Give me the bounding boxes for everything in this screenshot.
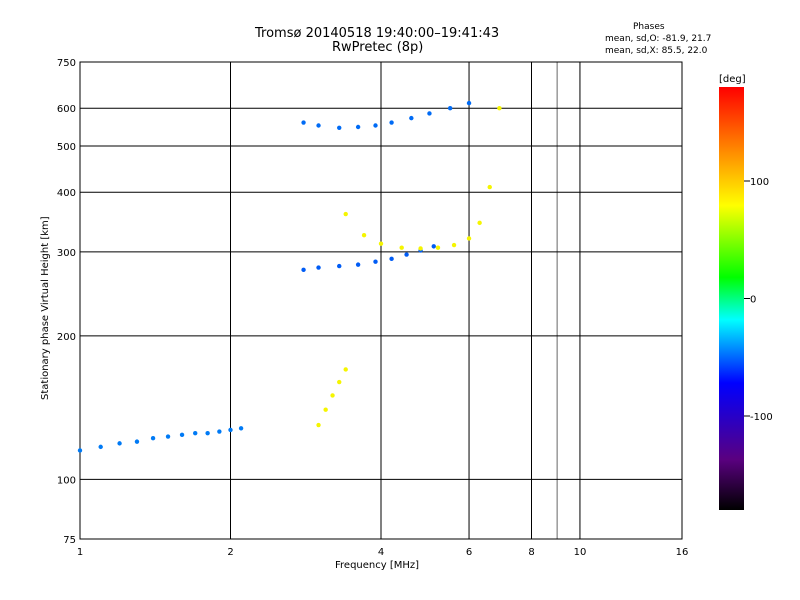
y-tick-label: 100: [57, 475, 76, 486]
data-point: [323, 407, 328, 412]
data-point: [343, 367, 348, 372]
colorbar-tick-label: 0: [750, 295, 756, 306]
y-axis-label: Stationary phase Virtual Height [km]: [40, 216, 51, 400]
data-point: [330, 393, 335, 398]
data-point: [179, 432, 185, 438]
x-tick-label: 10: [574, 547, 587, 558]
data-point: [355, 124, 361, 130]
colorbar-tick-label: -100: [750, 412, 773, 423]
data-point: [427, 111, 432, 116]
data-point: [205, 430, 210, 436]
phase-stats-title: Phases: [633, 22, 665, 32]
data-point: [477, 220, 482, 226]
data-point: [316, 123, 321, 128]
data-point: [497, 106, 502, 111]
data-point: [150, 436, 156, 441]
data-point: [301, 267, 306, 273]
data-point: [193, 430, 198, 436]
y-tick-label: 400: [57, 188, 76, 199]
data-point: [373, 123, 378, 128]
data-point: [466, 100, 472, 106]
chart-subtitle: RwPretec (8p): [332, 40, 424, 55]
data-point: [316, 265, 321, 270]
x-axis-label: Frequency [MHz]: [335, 560, 419, 571]
x-tick-label: 2: [227, 547, 233, 558]
colorbar-ticks: 100 0 -100: [744, 177, 773, 423]
data-point: [217, 429, 222, 434]
data-point: [117, 441, 122, 446]
x-tick-label: 8: [528, 547, 534, 558]
data-point: [355, 262, 361, 267]
y-tick-labels: 75 100 200 300 400 500 600 750: [57, 58, 76, 546]
x-tick-label: 4: [378, 547, 384, 558]
colorbar: [719, 87, 744, 510]
y-tick-label: 750: [57, 58, 76, 69]
x-tick-labels: 1 2 4 6 8 10 16: [77, 547, 689, 558]
data-point: [337, 125, 342, 130]
data-point: [228, 427, 233, 433]
data-point: [373, 259, 378, 264]
data-point: [337, 379, 342, 385]
y-tick-label: 500: [57, 142, 76, 153]
data-point: [451, 242, 457, 248]
data-point: [165, 434, 171, 439]
phase-stats-o: mean, sd,O: -81.9, 21.7: [605, 34, 712, 44]
data-points: [77, 100, 502, 453]
x-tick-label: 6: [466, 547, 472, 558]
data-point: [337, 263, 342, 269]
data-point: [409, 115, 414, 121]
data-point: [418, 246, 423, 251]
data-point: [378, 241, 384, 246]
data-point: [435, 245, 441, 250]
phase-stats-x: mean, sd,X: 85.5, 22.0: [605, 46, 708, 56]
colorbar-tick-label: 100: [750, 177, 769, 188]
data-point: [343, 211, 348, 217]
data-point: [487, 184, 492, 190]
data-point: [389, 256, 394, 262]
data-point: [361, 233, 367, 238]
data-point: [316, 422, 321, 428]
y-tick-label: 600: [57, 104, 76, 115]
y-tick-label: 200: [57, 332, 76, 343]
data-point: [134, 439, 140, 444]
data-point: [404, 252, 409, 257]
data-point: [238, 426, 244, 431]
colorbar-label: [deg]: [719, 74, 746, 85]
data-point: [98, 444, 103, 450]
chart-title: Tromsø 20140518 19:40:00–19:41:43: [255, 26, 500, 41]
y-tick-label: 75: [63, 535, 76, 546]
y-tick-label: 300: [57, 248, 76, 259]
data-point: [431, 244, 436, 249]
data-point: [77, 448, 83, 453]
x-tick-label: 16: [676, 547, 689, 558]
data-point: [399, 245, 404, 250]
data-point: [447, 106, 453, 111]
data-point: [301, 120, 306, 125]
data-point: [466, 236, 472, 241]
x-tick-label: 1: [77, 547, 83, 558]
data-point: [389, 120, 394, 125]
grid: [80, 62, 682, 539]
